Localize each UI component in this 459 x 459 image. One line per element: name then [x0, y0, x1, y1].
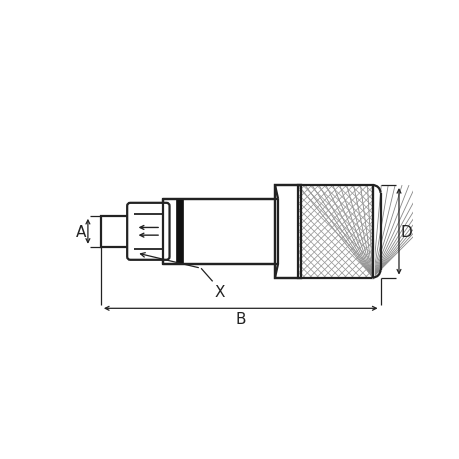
Bar: [274, 186, 301, 278]
Bar: [175, 200, 183, 264]
Bar: [297, 186, 372, 278]
Text: B: B: [235, 311, 246, 326]
Text: A: A: [76, 224, 86, 239]
Text: X: X: [214, 284, 225, 299]
FancyBboxPatch shape: [127, 203, 169, 260]
Bar: [101, 217, 134, 247]
Bar: [162, 200, 278, 264]
Bar: [274, 186, 301, 278]
Bar: [297, 186, 372, 278]
Text: D: D: [399, 224, 411, 239]
